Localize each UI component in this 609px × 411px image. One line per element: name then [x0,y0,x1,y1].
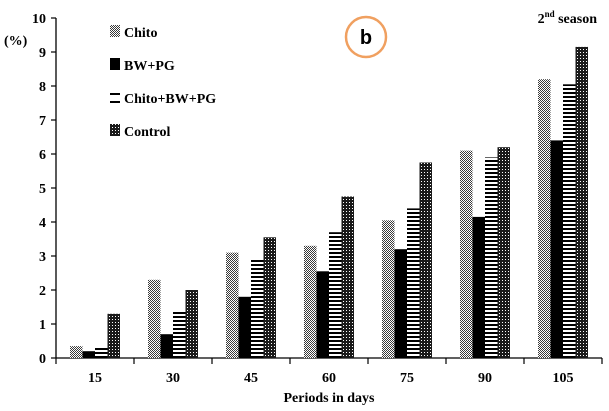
bar-chito [304,245,317,358]
y-tick-label: 8 [39,80,46,95]
legend-swatch [110,25,120,37]
bar-chito-bw-pg [173,310,186,358]
bar-chito [382,220,395,358]
bar-bw-pg [238,296,251,358]
bar-chito [538,79,551,358]
bar-control [497,147,510,358]
bars [70,46,588,359]
y-ticks: 0 1 2 3 4 5 6 7 8 9 10 [32,12,56,367]
y-axis-label: (%) [4,34,28,49]
x-ticks: 15 30 45 60 75 90 105 [55,358,603,386]
bar-chito-bw-pg [485,157,498,358]
legend-label: BW+PG [124,59,175,74]
x-axis-label: Periods in days [283,391,375,406]
bar-control [341,196,354,358]
y-tick-label: 5 [39,182,46,197]
bar-chito [70,346,83,358]
panel-badge-ring [344,15,388,59]
bar-chito [226,252,239,358]
y-tick-label: 7 [39,114,46,129]
x-tick-label: 60 [322,371,336,386]
legend-label: Chito [124,26,157,41]
legend-swatch [110,58,120,70]
y-tick-label: 6 [39,148,46,163]
bar-chito-bw-pg [95,346,108,358]
x-tick-label: 45 [244,371,258,386]
bar-bw-pg [82,351,95,358]
bar-control [419,162,432,358]
bar-control [575,46,588,359]
y-tick-label: 9 [39,46,46,61]
legend: Chito BW+PG Chito+BW+PG Control [110,25,216,140]
bar-control [263,237,276,358]
x-tick-label: 105 [553,371,574,386]
x-tick-label: 90 [478,371,492,386]
season-label: 2nd season [538,9,598,27]
legend-swatch [110,101,120,103]
bar-control [107,313,120,358]
y-tick-label: 1 [39,318,46,333]
y-tick-label: 10 [32,12,46,27]
y-tick-label: 2 [39,284,46,299]
bar-bw-pg [550,140,563,358]
season-number: 2 [538,12,545,27]
bar-chito [148,279,161,358]
bar-chito [460,150,473,358]
legend-swatch [110,93,120,95]
y-tick-label: 3 [39,250,46,265]
bar-chito-bw-pg [407,208,420,358]
bar-chito-bw-pg [251,259,264,358]
bar-bw-pg [472,216,485,358]
bar-control [185,290,198,358]
season-superscript: nd [545,9,555,19]
y-tick-label: 4 [39,216,46,231]
legend-label: Chito+BW+PG [124,92,216,107]
bar-bw-pg [394,249,407,358]
panel-badge-label: b [360,27,372,49]
bar-bw-pg [160,334,173,358]
y-tick-label: 0 [39,352,46,367]
season-word: season [555,12,598,27]
legend-label: Control [124,125,171,140]
x-tick-label: 30 [166,371,180,386]
panel-badge: b [344,15,388,59]
x-tick-label: 15 [88,371,102,386]
bar-chito-bw-pg [563,84,576,359]
bar-bw-pg [316,271,329,358]
bar-chito-bw-pg [329,232,342,358]
x-tick-label: 75 [400,371,414,386]
legend-swatch [110,124,120,136]
